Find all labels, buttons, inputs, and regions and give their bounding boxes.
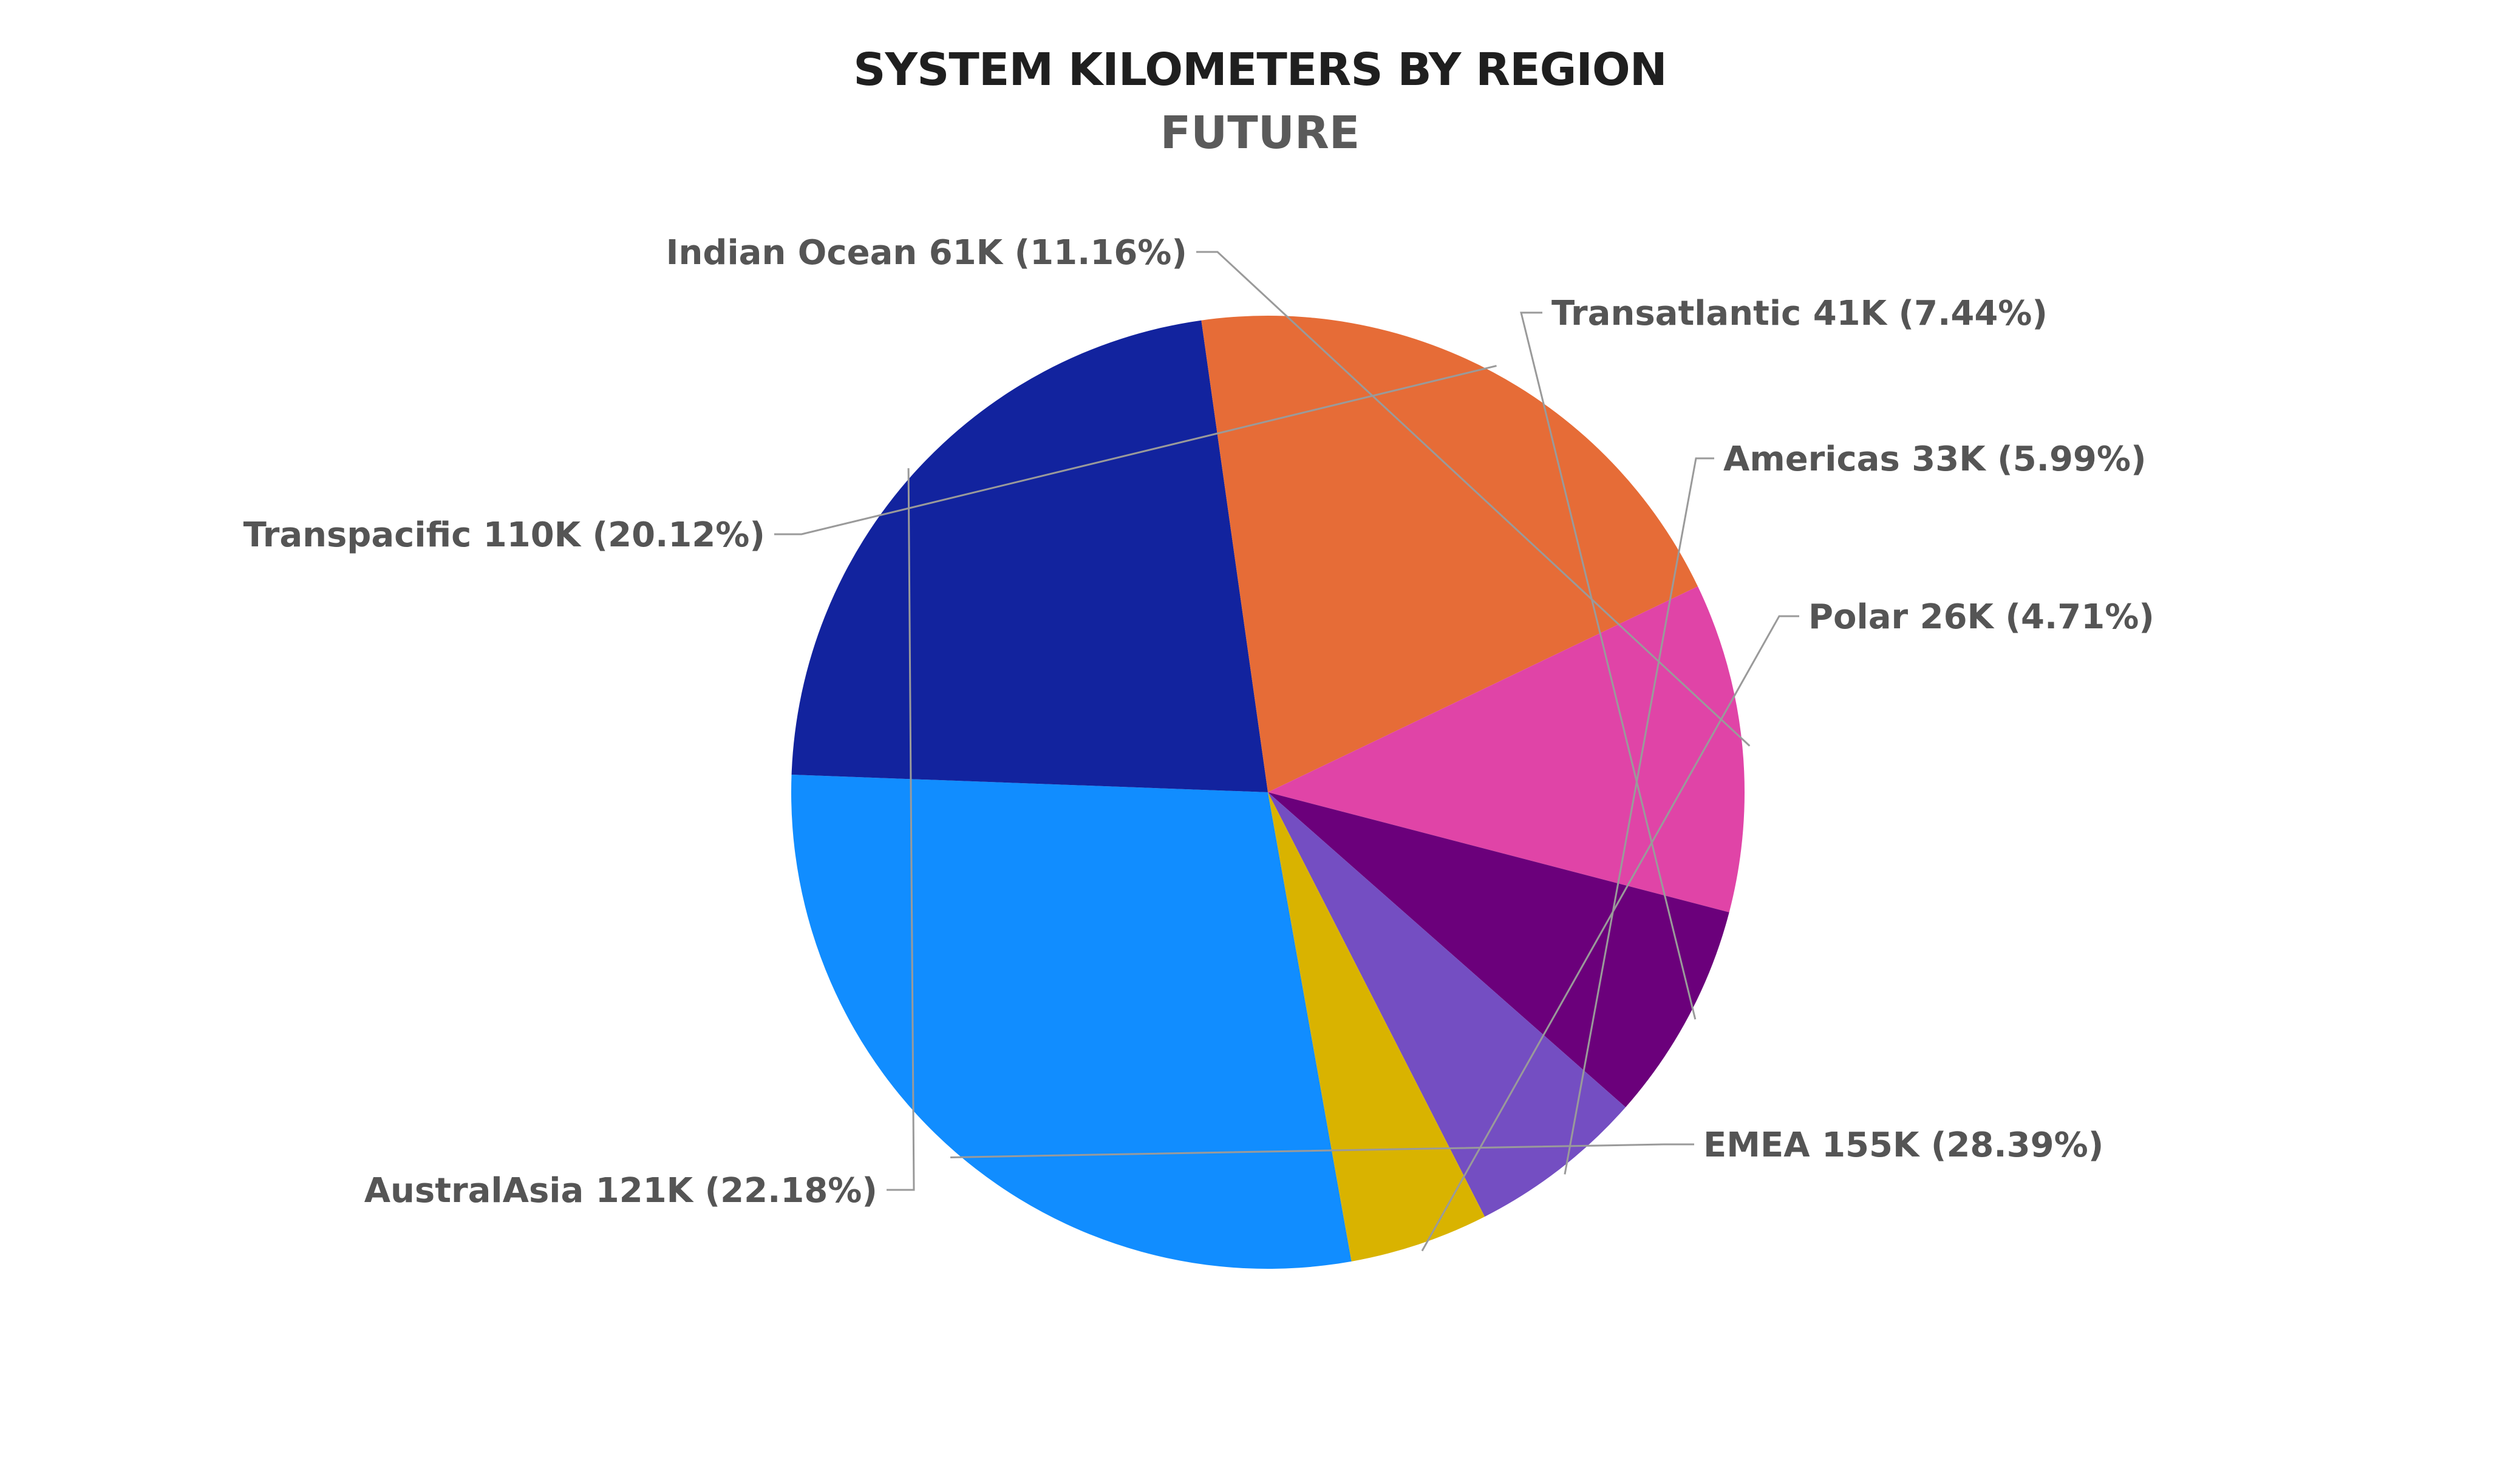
leader-line-australasia	[887, 468, 915, 1191]
pie-slice-polar[interactable]	[1268, 792, 1485, 1262]
slice-label-australasia: AustralAsia 121K (22.18%)	[364, 1171, 877, 1211]
pie-slice-americas[interactable]	[1268, 792, 1626, 1217]
leader-line-americas	[1564, 457, 1714, 1175]
slice-label-americas: Americas 33K (5.99%)	[1723, 440, 2147, 479]
pie-slice-transpacific[interactable]	[1201, 316, 1698, 792]
slice-label-transpacific: Transpacific 110K (20.12%)	[243, 515, 765, 555]
leader-line-transpacific	[774, 365, 1497, 535]
leader-lines	[774, 251, 1799, 1252]
slice-label-polar: Polar 26K (4.71%)	[1808, 597, 2154, 637]
pie-slice-emea[interactable]	[791, 775, 1352, 1269]
slice-label-indian-ocean: Indian Ocean 61K (11.16%)	[666, 233, 1187, 273]
slice-labels: EMEA 155K (28.39%) AustralAsia 121K (22.1…	[243, 233, 2154, 1211]
pie-slices	[791, 316, 1745, 1269]
chart-subtitle: FUTURE	[1160, 107, 1360, 159]
slice-label-emea: EMEA 155K (28.39%)	[1703, 1126, 2103, 1165]
slice-label-transatlantic: Transatlantic 41K (7.44%)	[1551, 294, 2048, 333]
leader-line-indian-ocean	[1196, 251, 1751, 747]
chart-title: SYSTEM KILOMETERS BY REGION	[853, 44, 1667, 96]
pie-slice-indian-ocean[interactable]	[1268, 586, 1745, 912]
pie-slice-transatlantic[interactable]	[1268, 792, 1729, 1107]
leader-line-polar	[1421, 615, 1799, 1252]
leader-line-emea	[950, 1143, 1694, 1158]
pie-slice-australasia[interactable]	[791, 320, 1268, 792]
